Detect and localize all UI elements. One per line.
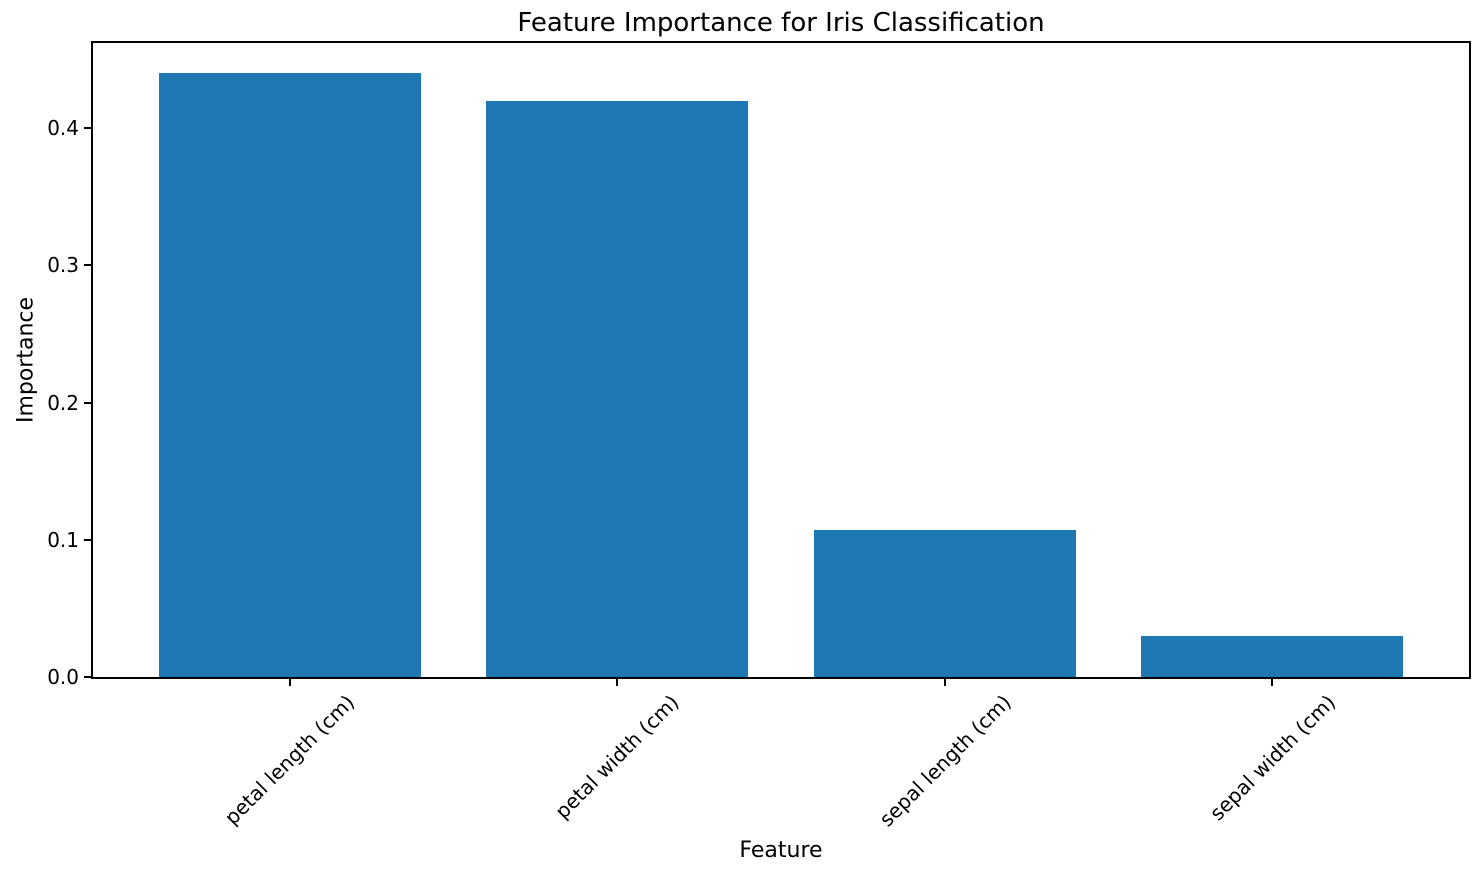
y-tick-label: 0.4 <box>47 116 79 141</box>
y-tick-mark <box>84 401 93 404</box>
bar-sepal-width-cm <box>1141 635 1404 677</box>
y-axis-label: Importance <box>13 296 39 424</box>
x-axis-label: Feature <box>739 838 823 863</box>
y-tick-mark <box>84 538 93 541</box>
plot-area: 0.0 0.1 0.2 0.3 0.4 petal length (cm) petal w… <box>47 41 1471 831</box>
bar-sepal-length-cm <box>813 530 1076 677</box>
bar-petal-width-cm <box>486 100 749 677</box>
x-tick-mark <box>288 677 291 686</box>
x-tick-label: sepal width (cm) <box>1204 690 1340 826</box>
y-tick-label: 0.2 <box>47 390 79 415</box>
x-tick-label: petal length (cm) <box>219 690 360 830</box>
y-tick-label: 0.0 <box>47 665 79 689</box>
y-tick-mark <box>84 127 93 130</box>
y-tick-mark <box>84 676 93 678</box>
x-tick-label: petal width (cm) <box>550 690 685 824</box>
y-tick-mark <box>84 264 93 267</box>
y-tick-label: 0.3 <box>47 253 79 278</box>
x-tick-mark <box>616 677 619 686</box>
bars-layer <box>93 43 1469 677</box>
bar-petal-length-cm <box>158 73 421 677</box>
chart-title: Feature Importance for Iris Classificati… <box>517 8 1045 38</box>
x-tick-label: sepal length (cm) <box>874 690 1016 832</box>
x-tick-mark <box>943 677 946 686</box>
y-tick-label: 0.1 <box>47 527 79 552</box>
x-tick-mark <box>1271 677 1274 686</box>
